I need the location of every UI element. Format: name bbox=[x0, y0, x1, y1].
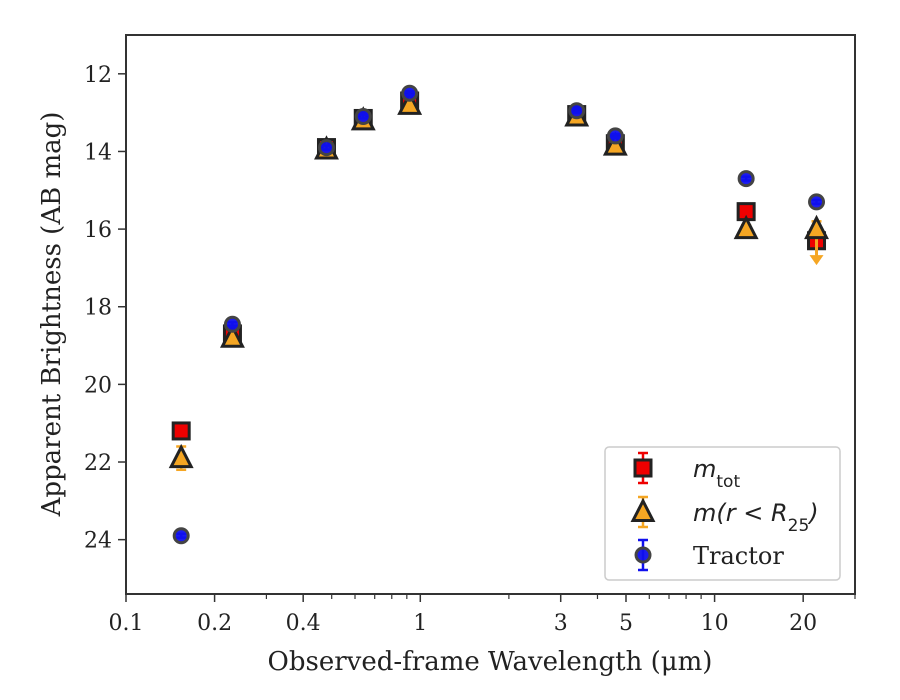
x-tick-label: 20 bbox=[789, 611, 817, 636]
legend-marker bbox=[630, 497, 656, 522]
legend-label: m(r < R25) bbox=[693, 499, 819, 536]
data-point bbox=[317, 139, 335, 157]
legend-marker bbox=[633, 458, 653, 478]
x-axis-label: Observed-frame Wavelength (μm) bbox=[268, 647, 713, 677]
y-tick-label: 16 bbox=[84, 218, 112, 243]
data-point bbox=[733, 214, 759, 240]
data-point bbox=[354, 108, 372, 126]
series-mr25 bbox=[168, 90, 829, 472]
legend-entry-mr25: m(r < R25) bbox=[630, 495, 819, 536]
ticks-layer: 0.1 0.2 0.4 1 3 5 10 20 12 14 16 18 20 22 24 bbox=[84, 63, 856, 636]
y-tick-label: 14 bbox=[84, 140, 112, 165]
data-point bbox=[397, 90, 423, 115]
plot-frame bbox=[125, 34, 856, 595]
legend-box bbox=[604, 446, 841, 581]
x-tick-label: 1 bbox=[413, 611, 427, 636]
legend-marker bbox=[634, 546, 652, 564]
y-tick-label: 12 bbox=[84, 63, 112, 88]
y-axis-label: Apparent Brightness (AB mag) bbox=[37, 112, 67, 518]
y-tick-label: 20 bbox=[84, 373, 112, 398]
series-tractor bbox=[172, 84, 826, 545]
data-point bbox=[401, 84, 419, 102]
x-tick-label: 0.4 bbox=[286, 611, 321, 636]
data-point bbox=[168, 443, 194, 469]
legend-label: mtot bbox=[693, 455, 740, 492]
y-tick-label: 24 bbox=[84, 529, 112, 554]
legend: mtot m(r < R25) Tractor bbox=[604, 446, 841, 581]
x-tick-label: 3 bbox=[554, 611, 568, 636]
data-point bbox=[606, 127, 624, 145]
marks-layer bbox=[168, 84, 829, 545]
y-tick-label: 22 bbox=[84, 451, 112, 476]
legend-entry-mtot: mtot bbox=[633, 451, 740, 492]
legend-label: Tractor bbox=[693, 542, 784, 570]
series-mtot bbox=[171, 91, 827, 441]
data-point bbox=[219, 323, 245, 348]
data-point bbox=[804, 214, 829, 240]
data-point bbox=[223, 315, 241, 333]
data-point bbox=[171, 421, 191, 441]
data-point bbox=[808, 193, 826, 211]
data-point bbox=[568, 102, 586, 120]
x-tick-label: 0.1 bbox=[109, 611, 144, 636]
legend-entry-tractor: Tractor bbox=[634, 538, 784, 572]
x-tick-label: 0.2 bbox=[197, 611, 232, 636]
x-tick-label: 5 bbox=[619, 611, 633, 636]
data-point bbox=[737, 170, 755, 188]
x-tick-label: 10 bbox=[701, 611, 729, 636]
y-tick-label: 18 bbox=[84, 296, 112, 321]
data-point bbox=[172, 527, 190, 545]
